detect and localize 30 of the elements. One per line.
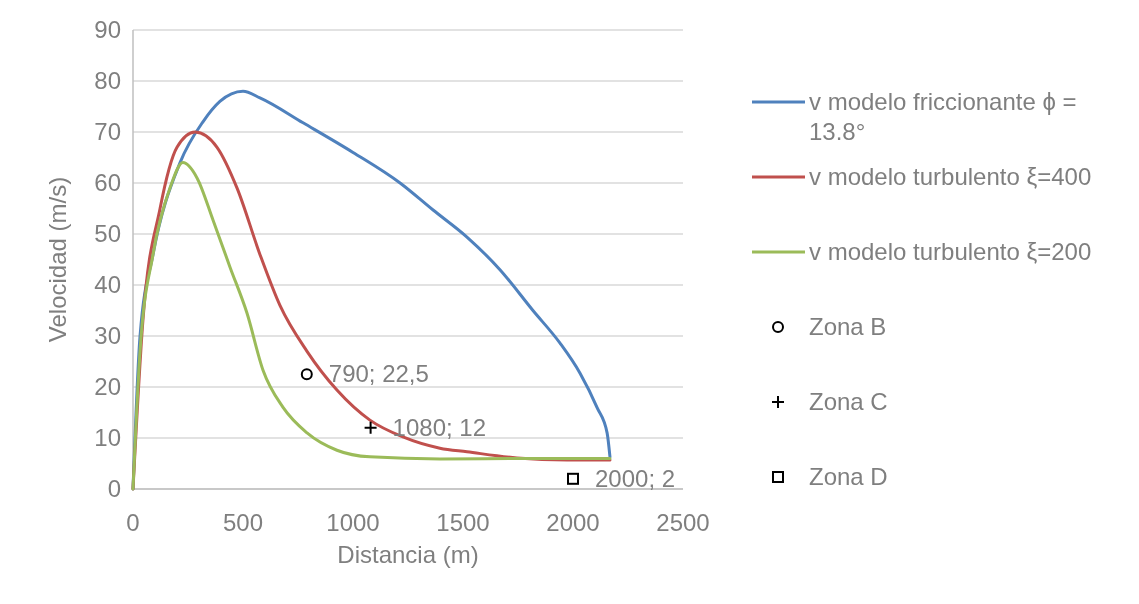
legend-label: Zona C	[809, 388, 888, 415]
x-tick-label: 2000	[546, 509, 600, 536]
y-tick-label: 0	[107, 475, 121, 502]
x-tick-label: 1500	[436, 509, 490, 536]
x-tick-label: 0	[126, 509, 140, 536]
y-tick-label: 50	[94, 220, 121, 247]
y-tick-label: 90	[94, 16, 121, 43]
y-tick-label: 60	[94, 169, 121, 196]
x-tick-label: 1000	[326, 509, 380, 536]
y-tick-label: 10	[94, 424, 121, 451]
legend-label: v modelo turbulento ξ=200	[809, 238, 1092, 265]
x-axis-title: Distancia (m)	[337, 541, 479, 568]
point	[300, 368, 313, 381]
y-tick-label: 80	[94, 67, 121, 94]
data-label: 790; 22,5	[328, 360, 429, 388]
legend-label: Zona B	[809, 313, 887, 340]
legend-label: v modelo friccionante ϕ = 13.8°	[809, 88, 1077, 145]
y-tick-label: 20	[94, 373, 121, 400]
data-label: 2000; 2	[595, 464, 676, 492]
data-label: 1080; 12	[392, 413, 487, 441]
y-axis-title: Velocidad (m/s)	[44, 176, 71, 343]
point	[363, 420, 378, 435]
legend-label: Zona D	[809, 463, 888, 490]
y-tick-label: 70	[94, 118, 121, 145]
x-tick-label: 500	[222, 509, 264, 536]
y-tick-label: 40	[94, 271, 121, 298]
y-tick-label: 30	[94, 322, 121, 349]
legend-label: v modelo turbulento ξ=400	[809, 163, 1092, 190]
point	[567, 472, 579, 485]
x-tick-label: 2500	[656, 509, 710, 536]
